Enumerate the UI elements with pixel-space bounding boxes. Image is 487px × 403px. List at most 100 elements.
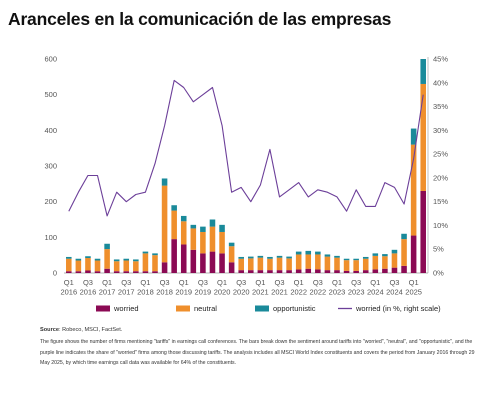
bar-neutral: [161, 185, 168, 263]
x-tick-label: Q3: [160, 278, 170, 287]
bar-neutral: [200, 231, 206, 254]
bar-worried: [142, 271, 149, 273]
x-tick-label: 2023: [348, 288, 365, 297]
bar-neutral: [372, 255, 379, 270]
bar-opportunistic: [286, 256, 292, 259]
bar-opportunistic: [94, 258, 101, 261]
bar-opportunistic: [75, 258, 82, 261]
bar-opportunistic: [190, 224, 197, 229]
x-tick-label: 2019: [175, 288, 192, 297]
bar-neutral: [267, 258, 273, 271]
y-left-tick-label: 400: [44, 126, 57, 135]
bar-opportunistic: [324, 254, 331, 257]
y-right-tick-label: 15%: [433, 197, 448, 206]
bar-opportunistic: [372, 253, 379, 256]
bar-neutral: [66, 258, 72, 272]
tariff-sentiment-chart: 0 100 200 300 400 500 600 0% 5% 10% 15% 20% 25% 30% 35…: [44, 55, 448, 314]
y-left-tick-label: 0: [53, 269, 57, 278]
bar-neutral: [123, 260, 130, 272]
bar-opportunistic: [142, 251, 149, 254]
y-left-tick-label: 200: [44, 197, 57, 206]
bar-worried: [286, 270, 292, 273]
bar-opportunistic: [305, 250, 312, 255]
x-tick-label: 2016: [80, 288, 97, 297]
figure-description: The figure shows the number of firms men…: [40, 339, 475, 366]
bar-worried: [94, 271, 101, 273]
bar-opportunistic: [267, 256, 273, 259]
x-tick-label: 2019: [195, 288, 212, 297]
x-tick-label: Q1: [332, 278, 342, 287]
x-tick-label: Q3: [121, 278, 131, 287]
bar-opportunistic: [334, 255, 340, 258]
bar-neutral: [133, 261, 139, 272]
bar-worried: [372, 269, 379, 273]
bar-opportunistic: [171, 205, 177, 211]
bar-worried: [248, 270, 254, 273]
y-right-tick-label: 0%: [433, 269, 444, 278]
bar-neutral: [353, 260, 359, 271]
bar-opportunistic: [391, 249, 398, 254]
legend-label-worried-line: worried (in %, right scale): [355, 304, 441, 313]
bar-worried: [219, 253, 225, 273]
x-tick-label: Q3: [83, 278, 93, 287]
x-tick-label: Q1: [64, 278, 74, 287]
legend-label-worried: worried: [113, 304, 139, 313]
bar-neutral: [180, 221, 187, 245]
bar-neutral: [190, 228, 197, 250]
y-left-tick-label: 100: [44, 233, 57, 242]
x-tick-label: 2025: [405, 288, 422, 297]
x-tick-label: 2018: [156, 288, 173, 297]
bar-worried: [161, 262, 168, 273]
y-right-tick-label: 30%: [433, 126, 448, 135]
bar-opportunistic: [133, 259, 139, 262]
x-tick-label: 2017: [99, 288, 116, 297]
bar-worried: [228, 262, 235, 273]
bar-neutral: [276, 257, 283, 271]
bar-worried: [238, 270, 244, 273]
x-tick-label: 2023: [329, 288, 346, 297]
bar-worried: [267, 270, 273, 273]
bar-worried: [209, 251, 216, 273]
bar-neutral: [238, 258, 244, 271]
legend-swatch-neutral: [176, 305, 190, 312]
y-right-tick-label: 20%: [433, 173, 448, 182]
x-tick-label: Q3: [236, 278, 246, 287]
bar-worried: [420, 190, 426, 273]
x-tick-label: Q3: [198, 278, 208, 287]
bar-neutral: [104, 249, 110, 269]
bar-opportunistic: [257, 255, 264, 258]
bar-worried: [401, 265, 407, 273]
bar-worried: [353, 270, 359, 273]
bar-neutral: [401, 239, 407, 266]
bar-worried: [257, 270, 264, 273]
bar-worried: [85, 270, 91, 273]
bar-opportunistic: [410, 128, 417, 145]
bar-opportunistic: [161, 178, 168, 186]
bar-worried: [295, 269, 302, 273]
bar-opportunistic: [152, 253, 158, 256]
bar-opportunistic: [276, 255, 283, 258]
bar-neutral: [257, 257, 264, 271]
bar-worried: [133, 271, 139, 273]
bar-opportunistic: [123, 258, 130, 261]
bar-neutral: [152, 255, 158, 272]
bar-opportunistic: [343, 258, 350, 261]
y-right-tick-label: 45%: [433, 55, 448, 64]
x-tick-label: 2020: [214, 288, 231, 297]
bar-opportunistic: [315, 251, 321, 255]
x-tick-label: Q1: [370, 278, 380, 287]
bar-worried: [343, 270, 350, 273]
bar-opportunistic: [113, 259, 120, 262]
x-tick-label: Q1: [294, 278, 304, 287]
bar-neutral: [94, 260, 101, 272]
bar-worried: [200, 253, 206, 273]
x-tick-label: 2022: [309, 288, 326, 297]
bar-neutral: [171, 210, 177, 240]
x-tick-label: Q1: [102, 278, 112, 287]
bar-opportunistic: [401, 233, 407, 240]
bar-neutral: [315, 254, 321, 270]
x-tick-label: 2024: [386, 288, 403, 297]
y-left-tick-label: 500: [44, 90, 57, 99]
y-right-tick-label: 35%: [433, 102, 448, 111]
x-tick-label: 2017: [118, 288, 135, 297]
